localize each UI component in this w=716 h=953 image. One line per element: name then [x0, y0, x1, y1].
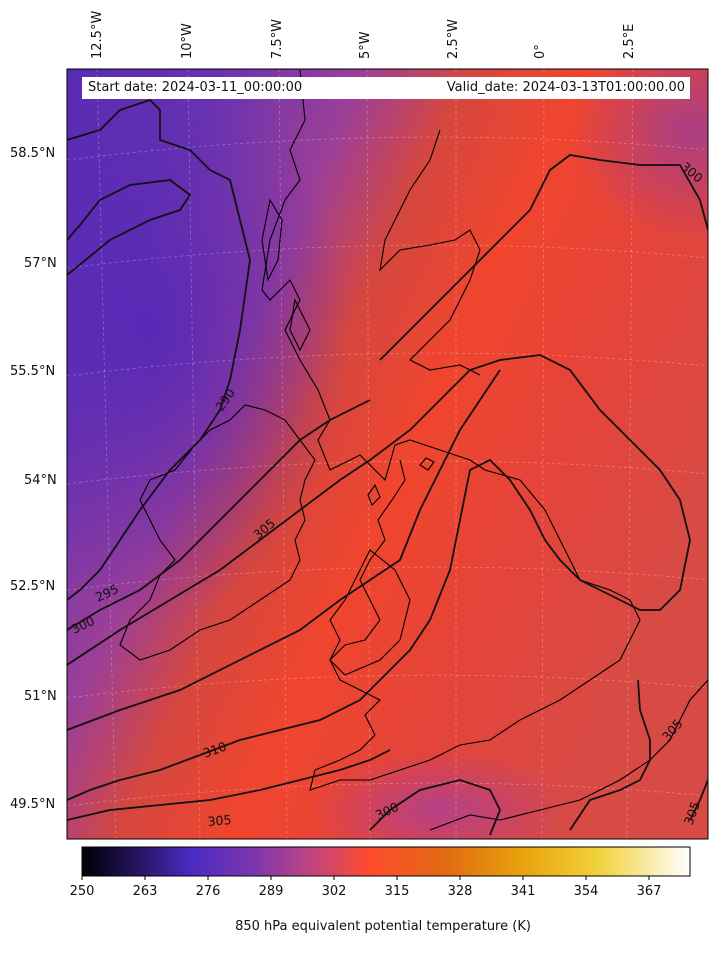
colorbar-ticks: [81, 876, 650, 880]
lon-label: 7.5°W: [270, 18, 285, 59]
colorbar-tick-label: 328: [447, 884, 473, 899]
lat-label: 58.5°N: [10, 146, 56, 161]
coastlines: [119, 69, 708, 831]
contour-label: 305: [207, 812, 232, 829]
contour-lines: [67, 98, 708, 836]
lat-label: 55.5°N: [10, 364, 56, 379]
colorbar-tick-label: 367: [636, 884, 662, 899]
colorbar-tick-label: 354: [573, 884, 599, 899]
start-date-text: Start date: 2024-03-11_00:00:00: [88, 80, 303, 95]
valid-date-text: Valid_date: 2024-03-13T01:00:00.00: [446, 80, 685, 95]
lon-label: 12.5°W: [90, 10, 105, 59]
graticule: [67, 69, 708, 839]
colorbar-tick-label: 341: [510, 884, 536, 899]
colorbar-tick-label: 302: [321, 884, 347, 899]
temperature-field: 290 295 300 305 310 305 300 300 305 305: [67, 69, 708, 839]
colorbar-tick-label: 276: [195, 884, 221, 899]
colorbar: [81, 846, 691, 877]
lon-label: 0°: [533, 44, 548, 59]
lat-label: 52.5°N: [10, 579, 56, 594]
colorbar-tick-label: 263: [132, 884, 158, 899]
lon-label: 5°W: [358, 31, 373, 59]
lon-label: 10°W: [180, 23, 195, 59]
lat-label: 51°N: [24, 689, 57, 704]
lon-label: 2.5°E: [622, 23, 637, 59]
date-info-box: Start date: 2024-03-11_00:00:00 Valid_da…: [82, 77, 690, 99]
colorbar-tick-label: 315: [384, 884, 410, 899]
lat-label: 54°N: [24, 473, 57, 488]
lon-label: 2.5°W: [446, 18, 461, 59]
colorbar-tick-label: 289: [258, 884, 284, 899]
colorbar-label: 850 hPa equivalent potential temperature…: [235, 919, 531, 934]
lat-label: 49.5°N: [10, 797, 56, 812]
lat-label: 57°N: [24, 256, 57, 271]
map-frame: [66, 68, 709, 840]
colorbar-tick-label: 250: [69, 884, 95, 899]
